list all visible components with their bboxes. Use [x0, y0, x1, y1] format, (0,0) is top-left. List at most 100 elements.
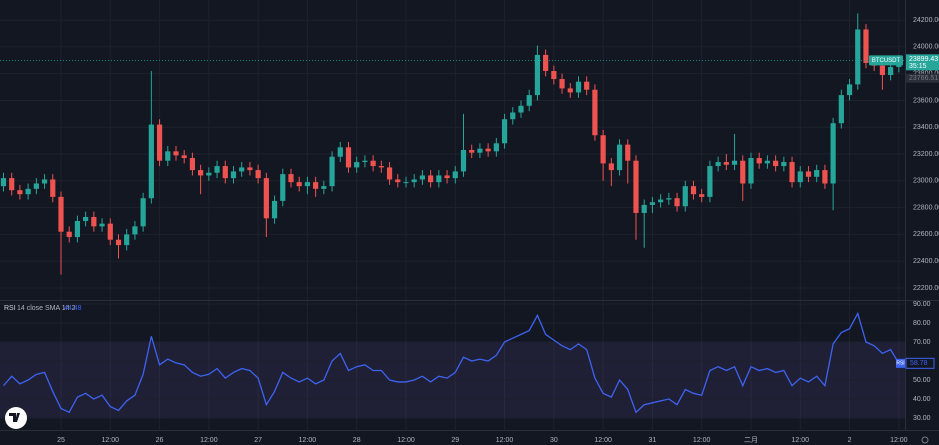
candle-body — [731, 160, 738, 165]
candle-body — [567, 88, 573, 93]
candle-body — [148, 124, 154, 199]
candle-body — [271, 200, 278, 219]
candle-body — [690, 186, 697, 195]
x-tick-label: 25 — [57, 437, 65, 444]
candle-body — [296, 182, 302, 187]
x-tick-label: 12:00 — [792, 437, 810, 444]
candle-body — [608, 163, 614, 171]
candle-body — [715, 162, 721, 167]
candle-body — [214, 166, 220, 173]
last-price-label: 23899.43 — [909, 56, 938, 63]
candle-body — [518, 105, 524, 113]
tradingview-logo[interactable] — [5, 407, 27, 429]
candle-body — [699, 194, 705, 197]
candle-body — [345, 147, 352, 168]
reference-price-tag — [906, 73, 939, 83]
candle-body — [477, 148, 483, 153]
candle-body — [485, 148, 491, 152]
y-tick-label: 22800.00 — [913, 204, 939, 211]
y-tick-label: 23200.00 — [913, 151, 939, 158]
candle-body — [559, 79, 565, 89]
candle-body — [132, 226, 138, 235]
candle-body — [255, 170, 261, 179]
y-tick-label: 30.00 — [913, 415, 931, 422]
y-tick-label: 80.00 — [913, 320, 931, 327]
candle-body — [888, 66, 894, 75]
candle-body — [666, 198, 672, 200]
candle-body — [41, 179, 48, 184]
candle-body — [658, 199, 664, 203]
candle-body — [822, 170, 828, 184]
candle-body — [764, 160, 771, 164]
candle-body — [370, 160, 376, 167]
candle-body — [452, 171, 458, 179]
rsi-line — [2, 311, 900, 414]
x-tick-label: 12:00 — [397, 437, 415, 444]
candle-body — [304, 182, 311, 187]
candle-body — [526, 95, 532, 106]
price-tag — [906, 54, 939, 71]
countdown-label: 35:15 — [909, 63, 927, 70]
x-tick-label: 12:00 — [594, 437, 612, 444]
x-tick-label: 12:00 — [496, 437, 514, 444]
y-tick-label: 22600.00 — [913, 231, 939, 238]
candle-body — [846, 84, 853, 96]
candle-body — [805, 171, 812, 177]
candle-body — [395, 179, 401, 183]
x-tick-label: 2 — [848, 437, 852, 444]
candle-body — [510, 112, 516, 120]
icon[interactable] — [921, 436, 929, 444]
candle-body — [616, 144, 623, 171]
candle-body — [99, 223, 105, 227]
candle-body — [247, 167, 253, 171]
candle-body — [58, 196, 64, 232]
y-tick-label: 24200.00 — [913, 17, 939, 24]
x-tick-label: 28 — [353, 437, 361, 444]
candle-body — [91, 216, 97, 227]
candle-body — [386, 167, 393, 180]
candle-body — [625, 144, 631, 161]
candle-body — [855, 29, 861, 85]
y-tick-label: 23000.00 — [913, 178, 939, 185]
candle-body — [428, 175, 434, 183]
candle-body — [592, 89, 598, 136]
settings-icon[interactable] — [921, 436, 929, 444]
candle-body — [863, 29, 869, 63]
candle-body — [460, 150, 467, 172]
symbol-tag — [869, 55, 903, 66]
candle-body — [288, 174, 294, 183]
x-tick-label: 12:00 — [299, 437, 317, 444]
rsi-legend-name: RSI — [4, 305, 16, 312]
y-tick-label: 50.00 — [913, 377, 931, 384]
candle-body — [838, 95, 844, 124]
y-tick-label: 22200.00 — [913, 285, 939, 292]
candle-body — [181, 155, 187, 159]
candle-body — [411, 179, 417, 183]
candle-body — [534, 54, 541, 96]
candle-body — [362, 160, 368, 163]
candle-body — [354, 162, 360, 168]
candle-body — [263, 178, 269, 219]
candle-body — [198, 170, 204, 176]
candle-body — [115, 239, 122, 246]
candle-body — [641, 204, 647, 213]
candle-body — [66, 231, 72, 238]
candle-body — [781, 162, 787, 167]
x-tick-label: 26 — [156, 437, 164, 444]
series-name-label: RSI — [896, 361, 904, 367]
rsi-legend-params: 14 close SMA 14 2 — [17, 305, 75, 312]
value-label: 58.78 — [910, 360, 928, 367]
candle-body — [756, 158, 762, 164]
candle-body — [329, 156, 335, 187]
y-tick-label: 70.00 — [913, 339, 931, 346]
candle-body — [444, 175, 450, 179]
x-tick-label: 30 — [550, 437, 558, 444]
candle-body — [633, 160, 639, 213]
candle-body — [165, 151, 171, 161]
candle-body — [600, 135, 606, 164]
candle-body — [723, 162, 729, 165]
candle-body — [797, 171, 803, 183]
candle-body — [239, 167, 245, 172]
candle-body — [773, 160, 779, 167]
